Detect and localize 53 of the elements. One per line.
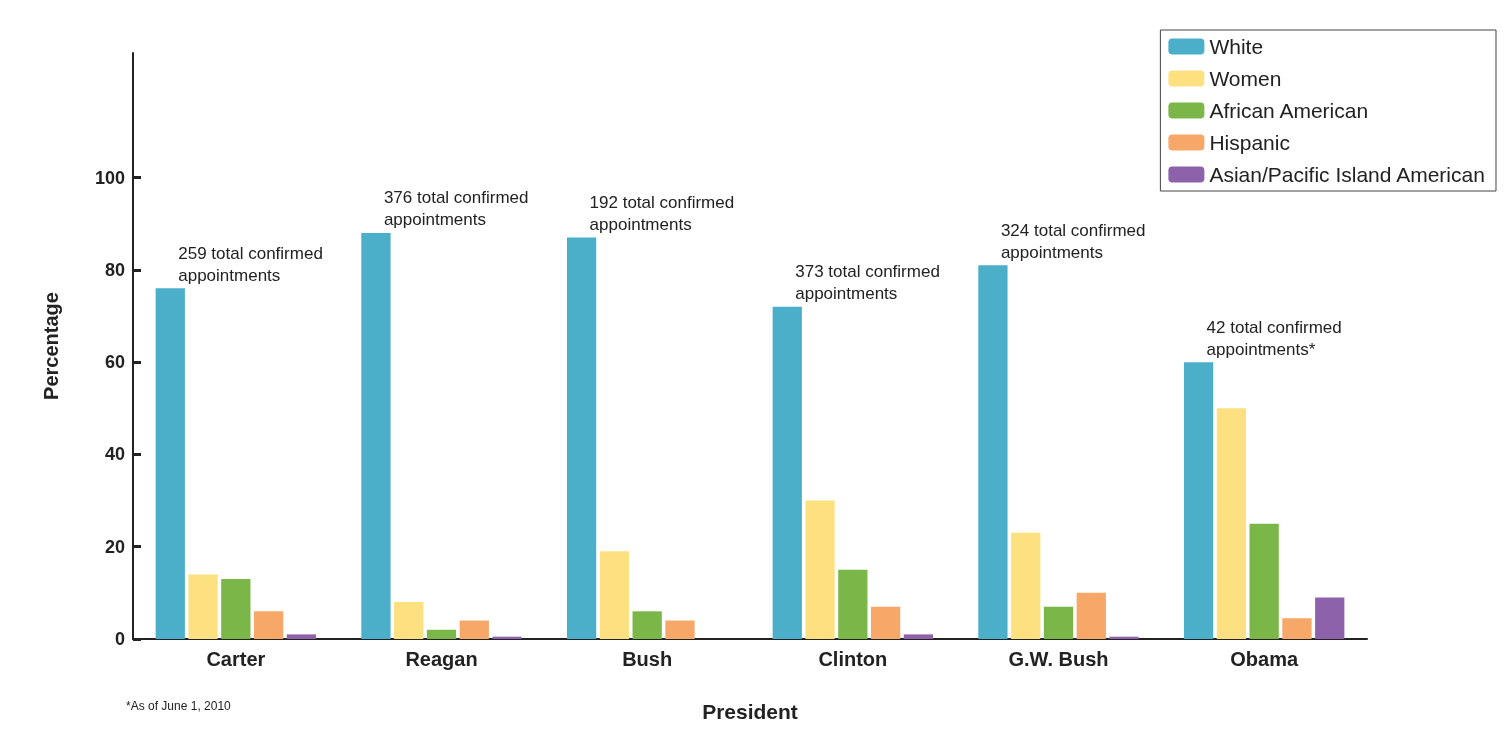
legend-label: Asian/Pacific Island American — [1209, 163, 1485, 186]
x-axis-title: President — [702, 700, 798, 723]
bar — [1076, 592, 1106, 639]
annotation: 373 total confirmed appointments — [795, 262, 945, 304]
y-tick-label: 80 — [104, 259, 125, 280]
x-tick-label: Reagan — [405, 648, 478, 670]
bar — [155, 288, 185, 639]
y-axis-title: Percentage — [40, 292, 62, 400]
bar — [1183, 362, 1214, 639]
y-tick-label: 100 — [94, 167, 125, 188]
bar — [361, 232, 391, 639]
bar — [1216, 408, 1247, 639]
bar — [459, 620, 489, 639]
legend-label: African American — [1209, 99, 1369, 122]
bar — [221, 579, 251, 639]
bar — [599, 551, 630, 639]
x-tick-label: G.W. Bush — [1008, 648, 1109, 670]
bar — [665, 620, 695, 639]
x-tick-label: Bush — [622, 648, 673, 670]
x-tick-label: Obama — [1230, 648, 1299, 670]
x-tick-label: Clinton — [818, 648, 888, 670]
bar — [838, 569, 868, 639]
bar — [772, 306, 802, 639]
y-tick-label: 60 — [104, 352, 125, 373]
bar — [805, 500, 835, 639]
annotation: 192 total confirmed appointments — [589, 193, 739, 235]
bar — [188, 574, 218, 639]
bar — [394, 602, 424, 639]
annotation: 42 total confirmed appointments* — [1206, 317, 1347, 359]
bar — [870, 606, 901, 639]
annotation: 376 total confirmed appointments — [383, 188, 534, 230]
bar — [978, 265, 1008, 639]
bar — [1315, 597, 1345, 639]
y-tick-label: 20 — [104, 536, 125, 557]
text: *As of June 1, 2010 — [126, 699, 232, 713]
bar — [566, 237, 597, 639]
bar — [632, 611, 662, 639]
bar — [903, 634, 934, 639]
legend-label: Women — [1209, 67, 1282, 90]
y-tick-label: 40 — [104, 444, 125, 465]
legend-label: Hispanic — [1209, 131, 1290, 154]
x-tick-label: Carter — [206, 648, 266, 670]
bar — [1282, 618, 1312, 639]
annotation: 324 total confirmed appointments — [1000, 220, 1151, 262]
legend-label: White — [1209, 35, 1264, 58]
bar — [1011, 532, 1041, 639]
bar — [426, 629, 457, 639]
bar — [253, 611, 284, 639]
bar — [1249, 523, 1279, 639]
annotation: 259 total confirmed appointments — [178, 243, 328, 285]
y-tick-label: 0 — [114, 629, 125, 649]
bar — [286, 634, 317, 639]
bar — [1043, 606, 1074, 639]
